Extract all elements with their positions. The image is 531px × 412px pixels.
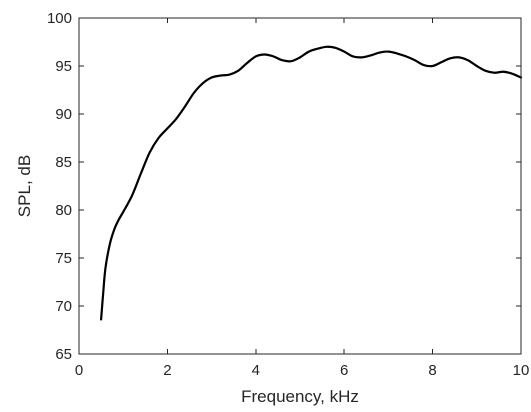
x-tick-label: 2 [163,362,171,379]
y-tick-label: 75 [55,250,72,267]
y-tick-label: 80 [55,202,72,219]
y-axis-label: SPL, dB [15,155,34,217]
series-line [100,45,523,321]
x-tick-label: 8 [428,362,436,379]
x-tick-label: 4 [252,362,260,379]
x-tick-label: 6 [340,362,348,379]
y-tick-label: 70 [55,298,72,315]
y-tick-label: 95 [55,58,72,75]
y-tick-label: 90 [55,106,72,123]
y-tick-label: 100 [47,10,72,27]
plot-area-box [78,17,522,355]
x-axis-label: Frequency, kHz [241,387,359,406]
series-layer [100,45,523,321]
x-tick-label: 10 [513,362,530,379]
x-tick-label: 0 [75,362,83,379]
y-tick-label: 85 [55,154,72,171]
y-tick-label: 65 [55,346,72,363]
y-axis-ticks: 65 70 75 80 85 90 95 100 [47,10,521,363]
x-axis-ticks: 0 2 4 6 8 10 [75,18,530,379]
